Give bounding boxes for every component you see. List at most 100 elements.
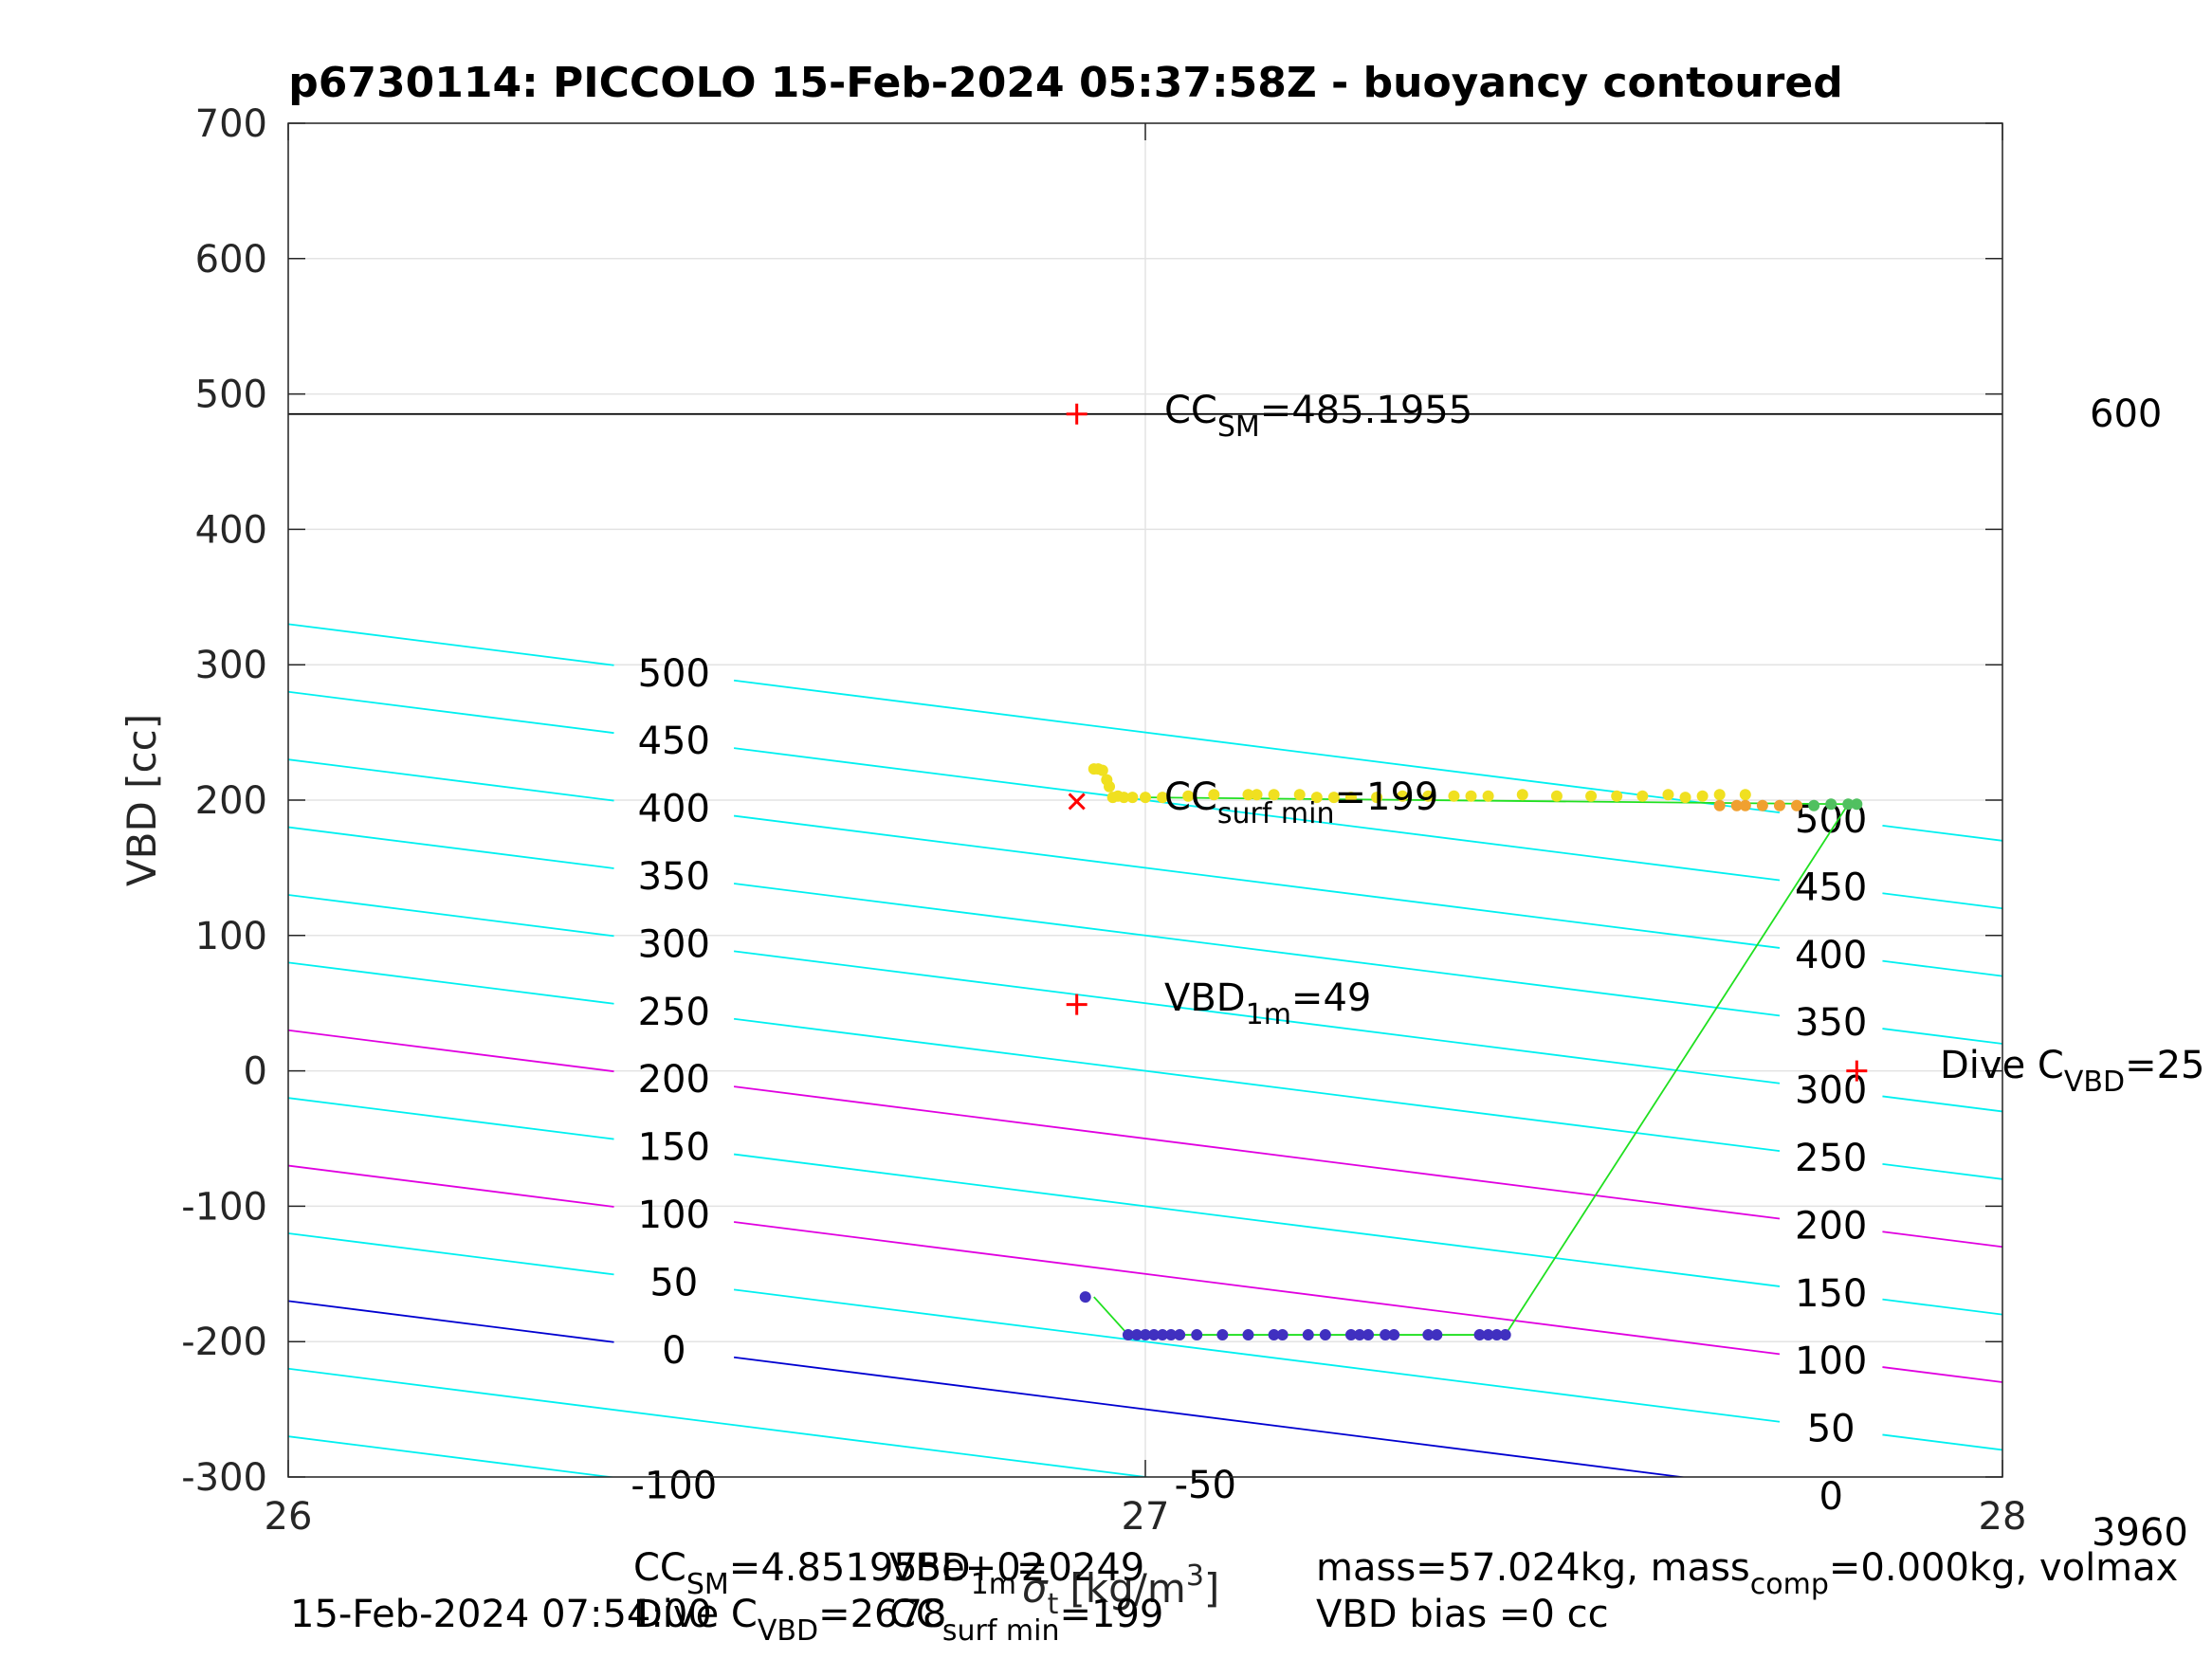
x-tick-label: 27 <box>1122 1495 1170 1539</box>
data-point <box>1079 1291 1091 1304</box>
contour-line-200 <box>288 1029 614 1073</box>
contour-lines <box>288 623 2002 1477</box>
data-point <box>1216 1329 1229 1341</box>
data-point <box>1739 799 1751 811</box>
contour-label: 300 <box>1795 1069 1867 1113</box>
x-tick-label: 26 <box>265 1495 313 1539</box>
data-point <box>1482 790 1494 802</box>
contour-line-50 <box>1882 1433 2002 1451</box>
contour-label: 150 <box>1795 1272 1867 1316</box>
contour-labels: 5005004504504004003503503003002502502002… <box>631 652 1867 1519</box>
y-tick-label: 400 <box>195 508 267 552</box>
contour-label: 500 <box>638 652 710 696</box>
data-point <box>1499 1329 1511 1341</box>
data-point <box>1611 790 1623 802</box>
data-point <box>1344 1329 1357 1341</box>
x-marker <box>1068 793 1086 811</box>
contour-label: 350 <box>1795 1001 1867 1045</box>
contour-label: -100 <box>631 1465 717 1508</box>
data-point <box>1662 789 1674 801</box>
data-point <box>1791 799 1803 811</box>
y-tick-label: 500 <box>195 374 267 417</box>
data-point <box>1354 1329 1365 1341</box>
y-tick-label: 700 <box>195 102 267 146</box>
data-point <box>1319 1329 1331 1341</box>
data-point <box>1422 1329 1435 1341</box>
contour-line-0 <box>288 1300 614 1343</box>
data-point <box>1739 789 1751 801</box>
chart-title: p6730114: PICCOLO 15-Feb-2024 05:37:58Z … <box>288 59 1842 107</box>
contour-line-100 <box>733 1221 1781 1356</box>
contour-line-250 <box>733 1017 1781 1153</box>
footer-mass: mass=57.024kg, masscomp=0.000kg, volmax <box>1316 1546 2178 1601</box>
data-point <box>1140 1329 1151 1341</box>
contour-line-250 <box>288 961 614 1005</box>
y-tick-label: 300 <box>195 644 267 687</box>
data-point <box>1191 1329 1203 1341</box>
contour-label: 450 <box>638 720 710 763</box>
data-point <box>1242 1329 1254 1341</box>
data-point <box>1096 764 1108 776</box>
contour-label: 100 <box>1795 1340 1867 1383</box>
data-point <box>1808 799 1820 811</box>
contour-label: 400 <box>1795 934 1867 977</box>
data-point <box>1773 799 1785 811</box>
contour-label: 400 <box>638 788 710 831</box>
data-point <box>1165 1329 1178 1341</box>
contour-line-450 <box>1882 892 2002 910</box>
contour-line-200 <box>733 1085 1781 1220</box>
right-600-label: 600 <box>2090 392 2162 436</box>
data-point <box>1636 790 1649 802</box>
contour-line-450 <box>733 747 1781 882</box>
data-point <box>1825 798 1837 811</box>
contour-line--100 <box>288 1435 614 1477</box>
footer-cc-sm: CCSM=4.851955e+02 <box>633 1546 1045 1601</box>
y-tick-label: 600 <box>195 238 267 282</box>
data-point <box>1842 798 1855 811</box>
contour-line-350 <box>1882 1028 2002 1045</box>
contour-label: 250 <box>638 991 710 1034</box>
markers <box>1066 403 1868 1082</box>
contour-line-150 <box>288 1097 614 1140</box>
data-point <box>1388 1329 1400 1341</box>
data-point <box>1431 1329 1443 1341</box>
data-point <box>1140 792 1151 804</box>
data-point <box>1696 790 1709 802</box>
data-point <box>1380 1329 1392 1341</box>
contour-label: 450 <box>1795 866 1867 909</box>
contour-label: 150 <box>638 1126 710 1170</box>
plus-marker <box>1846 1060 1868 1082</box>
data-point <box>1276 1329 1289 1341</box>
data-point <box>1730 799 1743 811</box>
data-point <box>1448 790 1460 802</box>
data-point <box>1302 1329 1314 1341</box>
contour-line-50 <box>288 1232 614 1276</box>
data-point <box>1157 792 1169 804</box>
data-point <box>1293 789 1306 801</box>
data-point <box>1182 790 1195 802</box>
data-point <box>1397 790 1409 802</box>
footer-vbd-1m: VBD1m=0249 <box>889 1546 1144 1601</box>
data-point <box>1362 1329 1375 1341</box>
contour-line-150 <box>1882 1298 2002 1316</box>
contour-line-300 <box>1882 1095 2002 1113</box>
contour-label: 200 <box>638 1058 710 1102</box>
data-point <box>1679 792 1691 804</box>
data-point <box>1465 790 1477 802</box>
y-tick-label: -200 <box>181 1321 267 1364</box>
contour-line-500 <box>733 679 1781 814</box>
data-point <box>1516 789 1528 801</box>
footer-dive-c-vbd: Dive CVBD=2678 <box>633 1593 946 1648</box>
data-point <box>1148 1329 1161 1341</box>
corner-3960-label: 3960 <box>2092 1511 2188 1555</box>
contour-line-350 <box>733 883 1781 1017</box>
data-point <box>1344 792 1357 804</box>
contour-label: 100 <box>638 1194 710 1237</box>
plus-marker <box>1066 403 1088 425</box>
contour-label: 50 <box>1807 1408 1856 1451</box>
data-point <box>1550 790 1563 802</box>
contour-label: 0 <box>1819 1475 1842 1519</box>
cc-sm-annotation: CCSM=485.1955 <box>1164 389 1472 444</box>
contour-line-350 <box>288 826 614 869</box>
